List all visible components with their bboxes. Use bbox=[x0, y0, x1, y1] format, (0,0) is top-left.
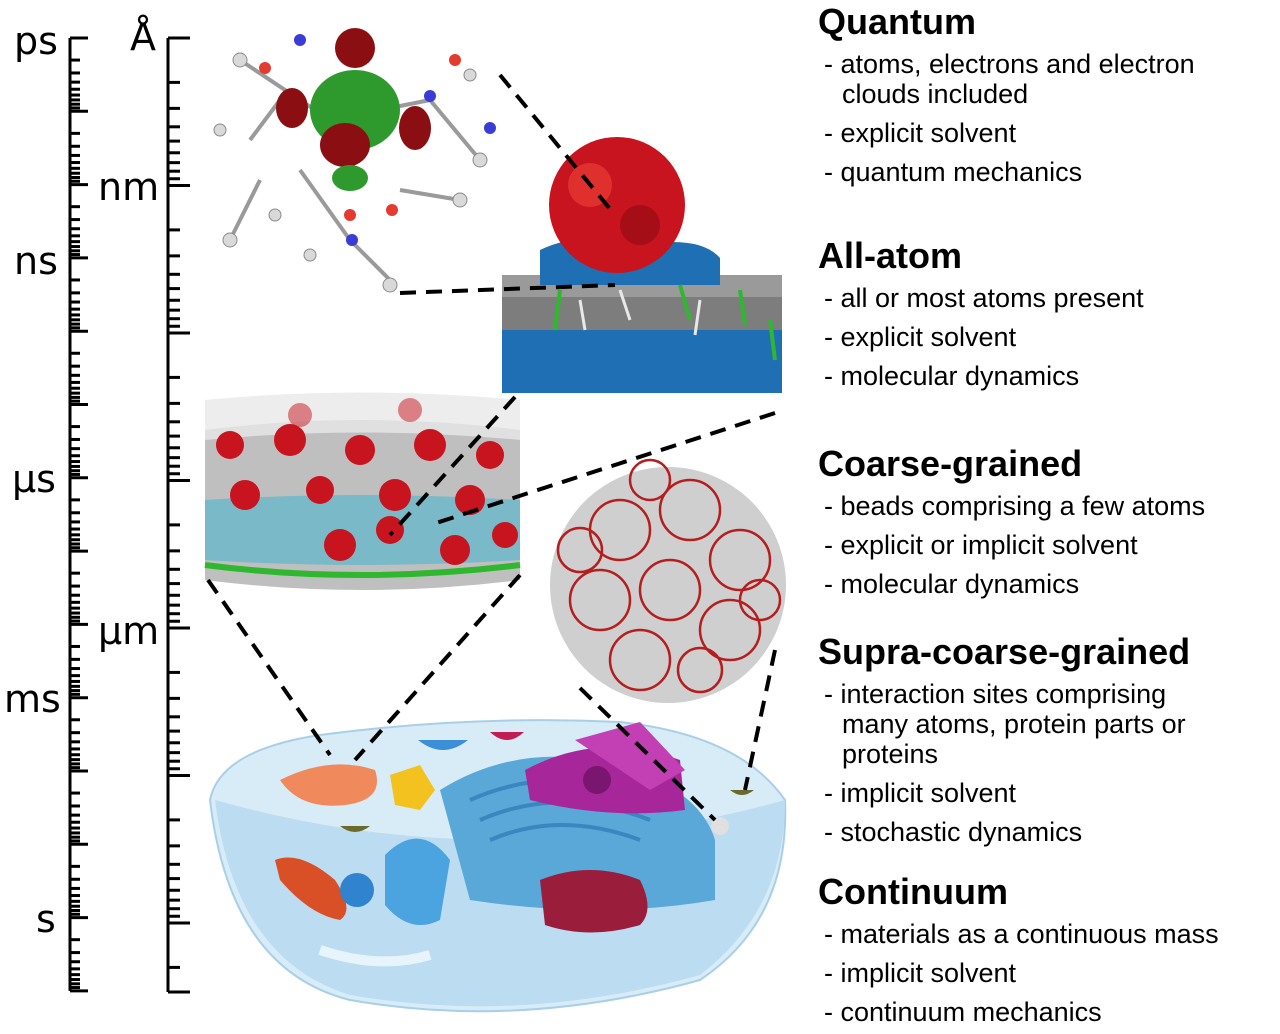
level-bullets: - materials as a continuous mass - impli… bbox=[818, 919, 1219, 1027]
level-bullets: - atoms, electrons and electron clouds i… bbox=[818, 49, 1280, 187]
length-label-angstrom: Å bbox=[130, 15, 156, 59]
time-axis bbox=[68, 36, 88, 993]
bullet: - explicit solvent bbox=[824, 118, 1017, 148]
length-label-nm: nm bbox=[98, 165, 160, 209]
bullet: - all or most atoms present bbox=[824, 283, 1144, 313]
level-title: Continuum bbox=[818, 871, 1008, 912]
bullet: - implicit solvent bbox=[824, 778, 1017, 808]
bullet: - materials as a continuous mass bbox=[824, 919, 1219, 949]
level-title: Supra-coarse-grained bbox=[818, 631, 1191, 672]
time-label-ms: ms bbox=[4, 677, 61, 721]
length-axis bbox=[166, 36, 190, 994]
coarse-grained-membrane-image bbox=[204, 392, 521, 590]
bullet: - molecular dynamics bbox=[824, 569, 1080, 599]
bullet: - beads comprising a few atoms bbox=[824, 491, 1206, 521]
level-title: All-atom bbox=[818, 235, 962, 276]
zoom-connectors bbox=[206, 73, 777, 822]
level-coarse-grained: Coarse-grained - beads comprising a few … bbox=[818, 443, 1205, 600]
level-all-atom: All-atom - all or most atoms present - e… bbox=[818, 235, 1144, 392]
bullet: - explicit solvent bbox=[824, 322, 1017, 352]
bullet: - explicit or implicit solvent bbox=[824, 530, 1138, 560]
level-supra-coarse-grained: Supra-coarse-grained - interaction sites… bbox=[818, 631, 1258, 848]
length-label-um: μm bbox=[98, 609, 160, 653]
bullet: - continuum mechanics bbox=[824, 997, 1102, 1027]
supra-coarse-grained-sphere-image bbox=[550, 458, 786, 703]
time-label-us: μs bbox=[12, 457, 56, 501]
quantum-molecule-image bbox=[213, 28, 496, 293]
time-label-ps: ps bbox=[14, 19, 58, 63]
level-title: Coarse-grained bbox=[818, 443, 1083, 484]
level-bullets: - interaction sites comprising many atom… bbox=[818, 679, 1258, 847]
bullet: - implicit solvent bbox=[824, 958, 1017, 988]
time-label-ns: ns bbox=[14, 239, 58, 283]
level-continuum: Continuum - materials as a continuous ma… bbox=[818, 871, 1219, 1028]
level-quantum: Quantum - atoms, electrons and electron … bbox=[818, 1, 1280, 188]
time-label-s: s bbox=[36, 897, 56, 941]
level-title: Quantum bbox=[818, 1, 976, 42]
all-atom-membrane-image bbox=[502, 137, 782, 393]
bullet: - quantum mechanics bbox=[824, 157, 1083, 187]
continuum-cell-image bbox=[208, 719, 787, 1013]
bullet: - interaction sites comprising many atom… bbox=[824, 679, 1186, 769]
bullet: - stochastic dynamics bbox=[824, 817, 1083, 847]
level-bullets: - all or most atoms present - explicit s… bbox=[818, 283, 1144, 391]
bullet: - atoms, electrons and electron clouds i… bbox=[824, 49, 1195, 109]
level-bullets: - beads comprising a few atoms - explici… bbox=[818, 491, 1205, 599]
bullet: - molecular dynamics bbox=[824, 361, 1080, 391]
